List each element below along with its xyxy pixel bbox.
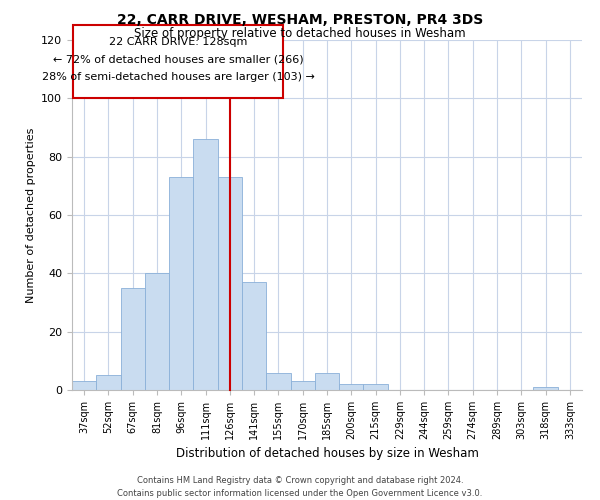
- Bar: [72, 381, 96, 390]
- Bar: [242, 282, 266, 390]
- Bar: [121, 288, 145, 390]
- Bar: [364, 384, 388, 390]
- Text: Contains HM Land Registry data © Crown copyright and database right 2024.
Contai: Contains HM Land Registry data © Crown c…: [118, 476, 482, 498]
- Text: 28% of semi-detached houses are larger (103) →: 28% of semi-detached houses are larger (…: [42, 72, 314, 82]
- Bar: [533, 387, 558, 390]
- Text: Size of property relative to detached houses in Wesham: Size of property relative to detached ho…: [134, 28, 466, 40]
- Text: 22, CARR DRIVE, WESHAM, PRESTON, PR4 3DS: 22, CARR DRIVE, WESHAM, PRESTON, PR4 3DS: [117, 12, 483, 26]
- Text: ← 72% of detached houses are smaller (266): ← 72% of detached houses are smaller (26…: [53, 54, 304, 64]
- Bar: [339, 384, 364, 390]
- Bar: [193, 139, 218, 390]
- Y-axis label: Number of detached properties: Number of detached properties: [26, 128, 35, 302]
- Bar: [290, 381, 315, 390]
- Bar: [169, 177, 193, 390]
- Bar: [73, 26, 283, 99]
- Bar: [315, 372, 339, 390]
- Bar: [96, 376, 121, 390]
- Bar: [218, 177, 242, 390]
- Bar: [266, 372, 290, 390]
- Text: 22 CARR DRIVE: 128sqm: 22 CARR DRIVE: 128sqm: [109, 37, 247, 47]
- Bar: [145, 274, 169, 390]
- X-axis label: Distribution of detached houses by size in Wesham: Distribution of detached houses by size …: [176, 448, 478, 460]
